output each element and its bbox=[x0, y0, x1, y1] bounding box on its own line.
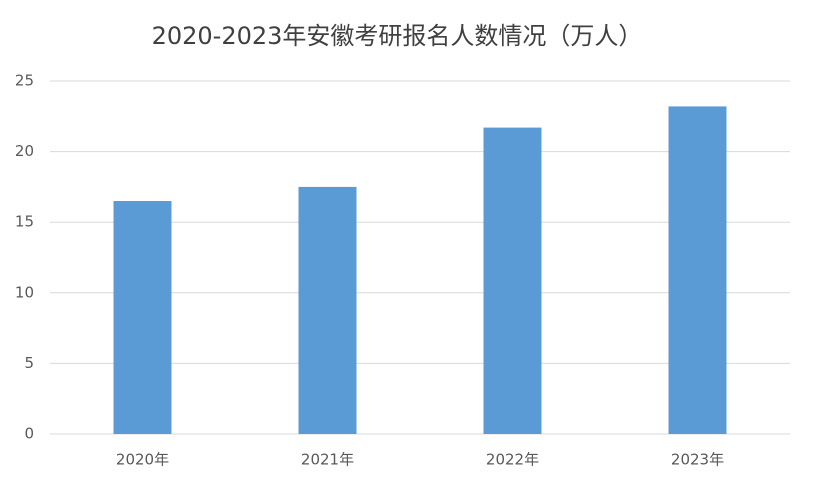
y-tick-label: 5 bbox=[24, 354, 34, 372]
y-tick-label: 20 bbox=[15, 142, 34, 160]
y-tick-label: 0 bbox=[24, 425, 34, 443]
chart-title: 2020-2023年安徽考研报名人数情况（万人） bbox=[152, 22, 643, 50]
bar bbox=[668, 106, 727, 434]
x-tick-label: 2022年 bbox=[486, 451, 539, 469]
y-tick-label: 25 bbox=[15, 72, 34, 90]
bar bbox=[483, 127, 542, 434]
x-tick-label: 2023年 bbox=[671, 451, 724, 469]
x-tick-label: 2020年 bbox=[116, 451, 169, 469]
y-tick-label: 15 bbox=[15, 213, 34, 231]
bar bbox=[113, 201, 172, 434]
y-tick-label: 10 bbox=[15, 283, 34, 301]
x-tick-label: 2021年 bbox=[301, 451, 354, 469]
bar bbox=[298, 186, 357, 434]
